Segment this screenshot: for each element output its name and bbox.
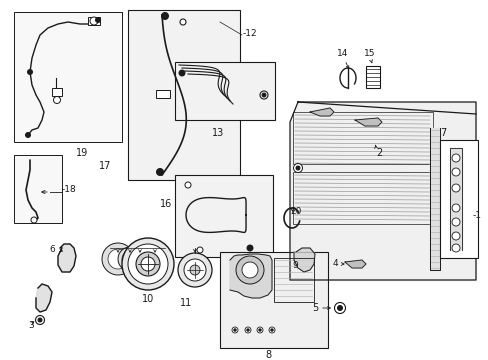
Circle shape xyxy=(118,247,142,271)
Circle shape xyxy=(27,69,32,75)
Circle shape xyxy=(236,256,264,284)
Bar xyxy=(292,172,432,224)
Circle shape xyxy=(102,243,134,275)
Circle shape xyxy=(128,244,168,284)
Polygon shape xyxy=(58,244,76,272)
Circle shape xyxy=(136,252,160,276)
Polygon shape xyxy=(309,108,333,116)
Text: 8: 8 xyxy=(264,350,270,360)
Text: 10: 10 xyxy=(142,294,154,304)
Bar xyxy=(175,62,274,120)
Circle shape xyxy=(451,154,459,162)
Circle shape xyxy=(451,232,459,240)
Circle shape xyxy=(293,163,302,172)
Bar xyxy=(365,66,379,88)
Text: 3: 3 xyxy=(28,320,34,329)
Text: 11: 11 xyxy=(180,298,192,308)
Circle shape xyxy=(231,327,238,333)
Circle shape xyxy=(260,91,267,99)
Bar xyxy=(273,258,313,302)
Text: 9: 9 xyxy=(292,261,297,270)
Circle shape xyxy=(25,132,30,138)
Circle shape xyxy=(178,253,212,287)
Circle shape xyxy=(262,93,265,97)
Polygon shape xyxy=(345,260,365,268)
Circle shape xyxy=(334,302,345,314)
Bar xyxy=(175,175,272,257)
Circle shape xyxy=(141,257,155,271)
Circle shape xyxy=(451,184,459,192)
Circle shape xyxy=(270,329,273,331)
Polygon shape xyxy=(293,248,314,272)
Text: 20: 20 xyxy=(289,207,301,216)
Bar xyxy=(220,252,327,348)
Circle shape xyxy=(53,96,61,104)
Text: 15: 15 xyxy=(363,49,375,58)
Circle shape xyxy=(161,13,168,19)
Circle shape xyxy=(451,168,459,176)
Circle shape xyxy=(197,247,203,253)
Circle shape xyxy=(179,70,184,76)
Text: -1: -1 xyxy=(472,211,481,220)
Bar xyxy=(88,17,100,25)
Circle shape xyxy=(244,327,250,333)
Polygon shape xyxy=(229,254,271,298)
Circle shape xyxy=(257,327,263,333)
Text: -18: -18 xyxy=(62,184,77,194)
Circle shape xyxy=(90,17,98,25)
Polygon shape xyxy=(429,128,439,270)
Polygon shape xyxy=(354,118,381,126)
Circle shape xyxy=(337,306,342,310)
Circle shape xyxy=(451,244,459,252)
Circle shape xyxy=(233,329,236,331)
Text: 17: 17 xyxy=(99,161,111,171)
Circle shape xyxy=(268,327,274,333)
Circle shape xyxy=(184,182,191,188)
Text: 16: 16 xyxy=(160,199,172,209)
Text: 5: 5 xyxy=(311,303,317,313)
Circle shape xyxy=(190,265,200,275)
Text: 6: 6 xyxy=(49,246,55,255)
Circle shape xyxy=(183,259,205,281)
Circle shape xyxy=(122,251,138,267)
Bar xyxy=(128,10,240,180)
Bar xyxy=(292,112,432,164)
Text: 4: 4 xyxy=(332,260,337,269)
Circle shape xyxy=(180,19,185,25)
Bar xyxy=(156,90,170,98)
Circle shape xyxy=(36,315,44,324)
Circle shape xyxy=(31,217,37,223)
Polygon shape xyxy=(289,102,475,280)
Circle shape xyxy=(258,329,261,331)
Circle shape xyxy=(451,204,459,212)
Circle shape xyxy=(122,238,174,290)
Circle shape xyxy=(156,168,163,175)
Circle shape xyxy=(108,249,128,269)
Bar xyxy=(14,12,122,142)
Circle shape xyxy=(242,262,258,278)
Text: 13: 13 xyxy=(211,128,224,138)
Bar xyxy=(52,88,62,96)
Text: 2: 2 xyxy=(375,148,382,158)
Circle shape xyxy=(246,329,249,331)
Polygon shape xyxy=(449,148,461,250)
Polygon shape xyxy=(36,284,52,312)
Text: -12: -12 xyxy=(243,28,257,37)
Circle shape xyxy=(295,166,299,170)
Text: 19: 19 xyxy=(76,148,88,158)
Text: 7: 7 xyxy=(439,128,446,138)
Text: 14: 14 xyxy=(336,49,347,58)
Circle shape xyxy=(246,245,252,251)
Bar xyxy=(439,140,477,258)
Circle shape xyxy=(451,218,459,226)
Circle shape xyxy=(38,318,42,322)
Circle shape xyxy=(95,18,101,22)
Bar xyxy=(14,155,62,223)
